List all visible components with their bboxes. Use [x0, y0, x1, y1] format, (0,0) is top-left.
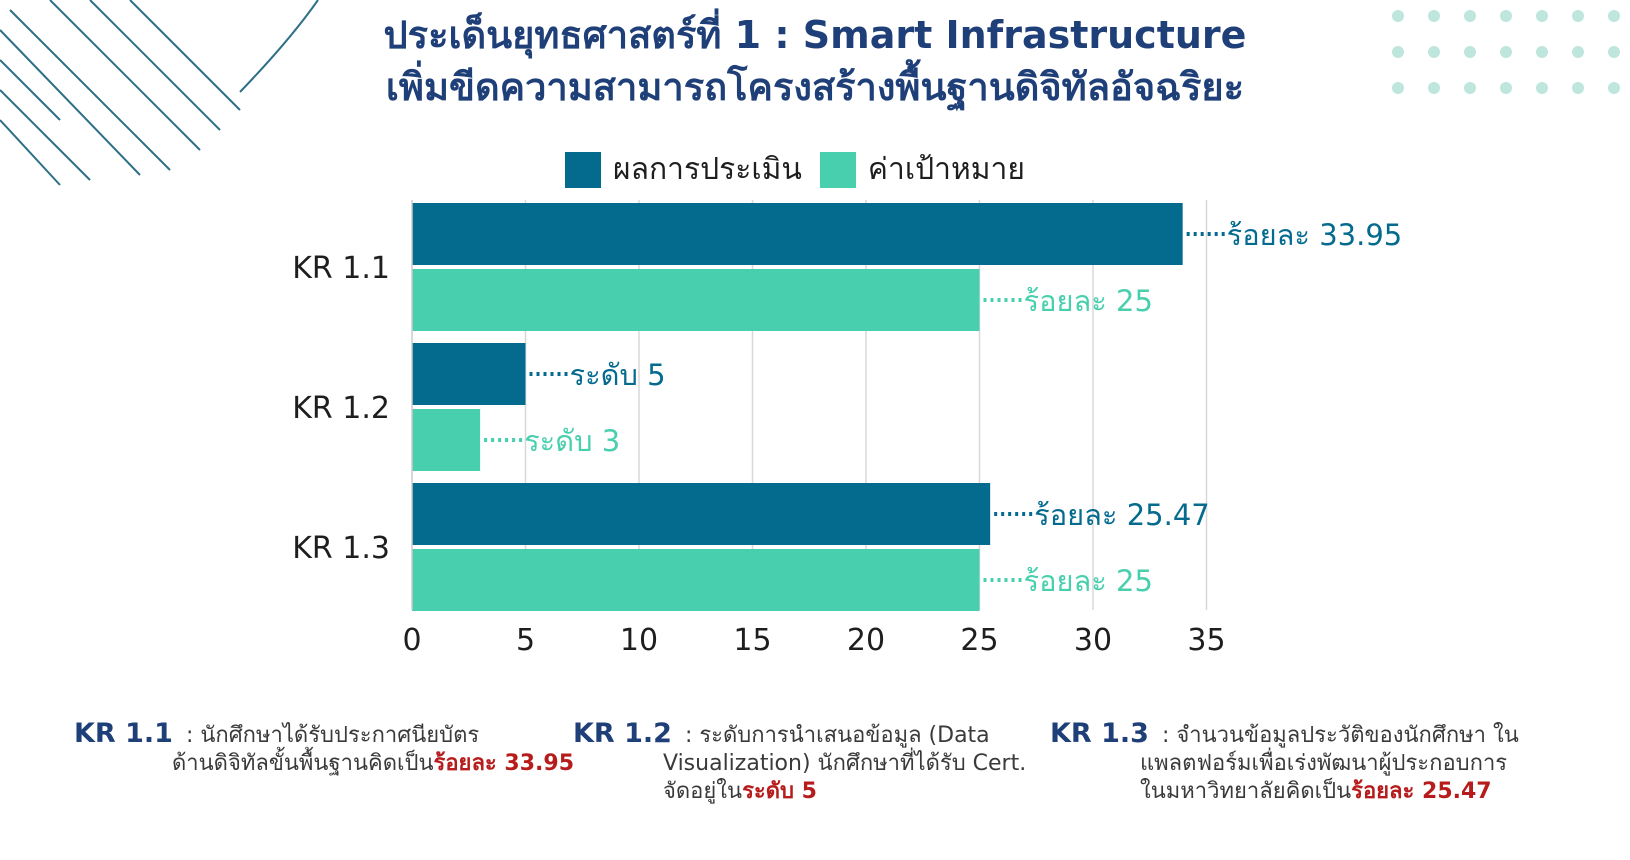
- category-label: KR 1.2: [292, 391, 390, 426]
- decorative-dot: [1392, 82, 1404, 94]
- decorative-dot: [1536, 82, 1548, 94]
- footnote-text-line-2: Visualization) นักศึกษาที่ได้รับ Cert.: [663, 751, 1027, 776]
- x-tick-label: 15: [733, 623, 771, 658]
- decorative-dot: [1392, 46, 1404, 58]
- legend-item-actual: ผลการประเมิน: [565, 146, 802, 193]
- footnote-highlight: ระดับ 5: [742, 779, 817, 804]
- data-label: ร้อยละ 25: [1024, 284, 1153, 318]
- bar: [412, 409, 481, 471]
- legend-label-actual: ผลการประเมิน: [613, 152, 802, 187]
- footnote-text-part: ในมหาวิทยาลัยคิดเป็น: [1140, 779, 1352, 804]
- decorative-dot: [1500, 82, 1512, 94]
- footnote-text-line-2: แพลตฟอร์มเพื่อเร่งพัฒนาผู้ประกอบการ: [1140, 751, 1508, 776]
- bar: [412, 483, 991, 545]
- decorative-dot: [1608, 82, 1620, 94]
- data-label: ร้อยละ 25.47: [1034, 498, 1210, 532]
- legend-swatch-target: [819, 151, 856, 188]
- footnote-kr-label: KR 1.1: [74, 718, 173, 749]
- x-tick-label: 35: [1187, 623, 1225, 658]
- footnote-text-part: ด้านดิจิทัลขั้นพื้นฐานคิดเป็น: [172, 751, 434, 776]
- decorative-dot: [1464, 10, 1476, 22]
- x-tick-label: 25: [960, 623, 998, 658]
- data-label: ระดับ 5: [570, 358, 666, 392]
- footnote-kr-1-2: KR 1.2 : ระดับการนำเสนอข้อมูล (Data Visu…: [573, 720, 1053, 806]
- footnote-kr-label: KR 1.2: [573, 718, 672, 749]
- bar-chart: 0 5 10 15 20 25 30 35 KR 1.1 ร้อยละ 33.95 ร้อยละ 2…: [292, 200, 1403, 658]
- decorative-dot: [1428, 10, 1440, 22]
- footnote-highlight: ร้อยละ 25.47: [1351, 779, 1492, 804]
- decorative-dot: [1392, 10, 1404, 22]
- x-tick-label: 5: [516, 623, 535, 658]
- x-tick-label: 30: [1074, 623, 1112, 658]
- decorative-dot: [1464, 46, 1476, 58]
- category-label: KR 1.1: [292, 251, 390, 286]
- bar: [412, 549, 980, 611]
- footnote-text-line-2: ด้านดิจิทัลขั้นพื้นฐานคิดเป็นร้อยละ 33.9…: [74, 750, 574, 778]
- decorative-dot: [1572, 10, 1584, 22]
- legend-swatch-actual: [565, 151, 601, 188]
- legend-label-target: ค่าเป้าหมาย: [867, 152, 1025, 187]
- chart-title-line-1: ประเด็นยุทธศาสตร์ที่ 1 : Smart Infrastru…: [383, 13, 1247, 57]
- footnote-text: : จำนวนข้อมูลประวัติของนักศึกษา ใน: [1161, 723, 1519, 748]
- decorative-dot: [1608, 10, 1620, 22]
- category-label: KR 1.3: [292, 531, 390, 566]
- data-label: ระดับ 3: [524, 424, 620, 458]
- decorative-dot: [1608, 46, 1620, 58]
- data-label: ร้อยละ 33.95: [1227, 218, 1403, 252]
- x-tick-label: 0: [402, 623, 421, 658]
- footnote-highlight: ร้อยละ 33.95: [433, 751, 574, 776]
- chart-title-line-2: เพิ่มขีดความสามารถโครงสร้างพื้นฐานดิจิทั…: [385, 65, 1245, 109]
- decorative-dot: [1572, 46, 1584, 58]
- bar: [412, 269, 980, 331]
- x-tick-label: 10: [620, 623, 658, 658]
- decorative-dot: [1428, 46, 1440, 58]
- bar: [412, 203, 1183, 265]
- footnote-text-line-3: ในมหาวิทยาลัยคิดเป็นร้อยละ 25.47: [1050, 778, 1570, 806]
- decorative-dot: [1536, 10, 1548, 22]
- chart-legend: ผลการประเมิน ค่าเป้าหมาย: [565, 146, 1025, 193]
- data-label: ร้อยละ 25: [1024, 564, 1153, 598]
- decorative-dot: [1428, 82, 1440, 94]
- decorative-dot: [1500, 46, 1512, 58]
- decorative-dot: [1536, 46, 1548, 58]
- footnote-text-part: จัดอยู่ใน: [663, 779, 743, 804]
- decorative-dot: [1572, 82, 1584, 94]
- footnote-kr-label: KR 1.3: [1050, 718, 1149, 749]
- footnote-text: : นักศึกษาได้รับประกาศนียบัตร: [185, 723, 480, 748]
- footnote-kr-1-1: KR 1.1 : นักศึกษาได้รับประกาศนียบัตร ด้า…: [74, 720, 574, 778]
- footnote-text-line-3: จัดอยู่ในระดับ 5: [573, 778, 1053, 806]
- decorative-dots: [1392, 10, 1620, 94]
- footnote-kr-1-3: KR 1.3 : จำนวนข้อมูลประวัติของนักศึกษา ใ…: [1050, 720, 1570, 806]
- bar: [412, 343, 526, 405]
- legend-item-target: ค่าเป้าหมาย: [819, 146, 1025, 193]
- x-tick-label: 20: [847, 623, 885, 658]
- decorative-lines: [0, 0, 319, 186]
- footnote-text: : ระดับการนำเสนอข้อมูล (Data: [684, 723, 990, 748]
- decorative-dot: [1500, 10, 1512, 22]
- decorative-dot: [1464, 82, 1476, 94]
